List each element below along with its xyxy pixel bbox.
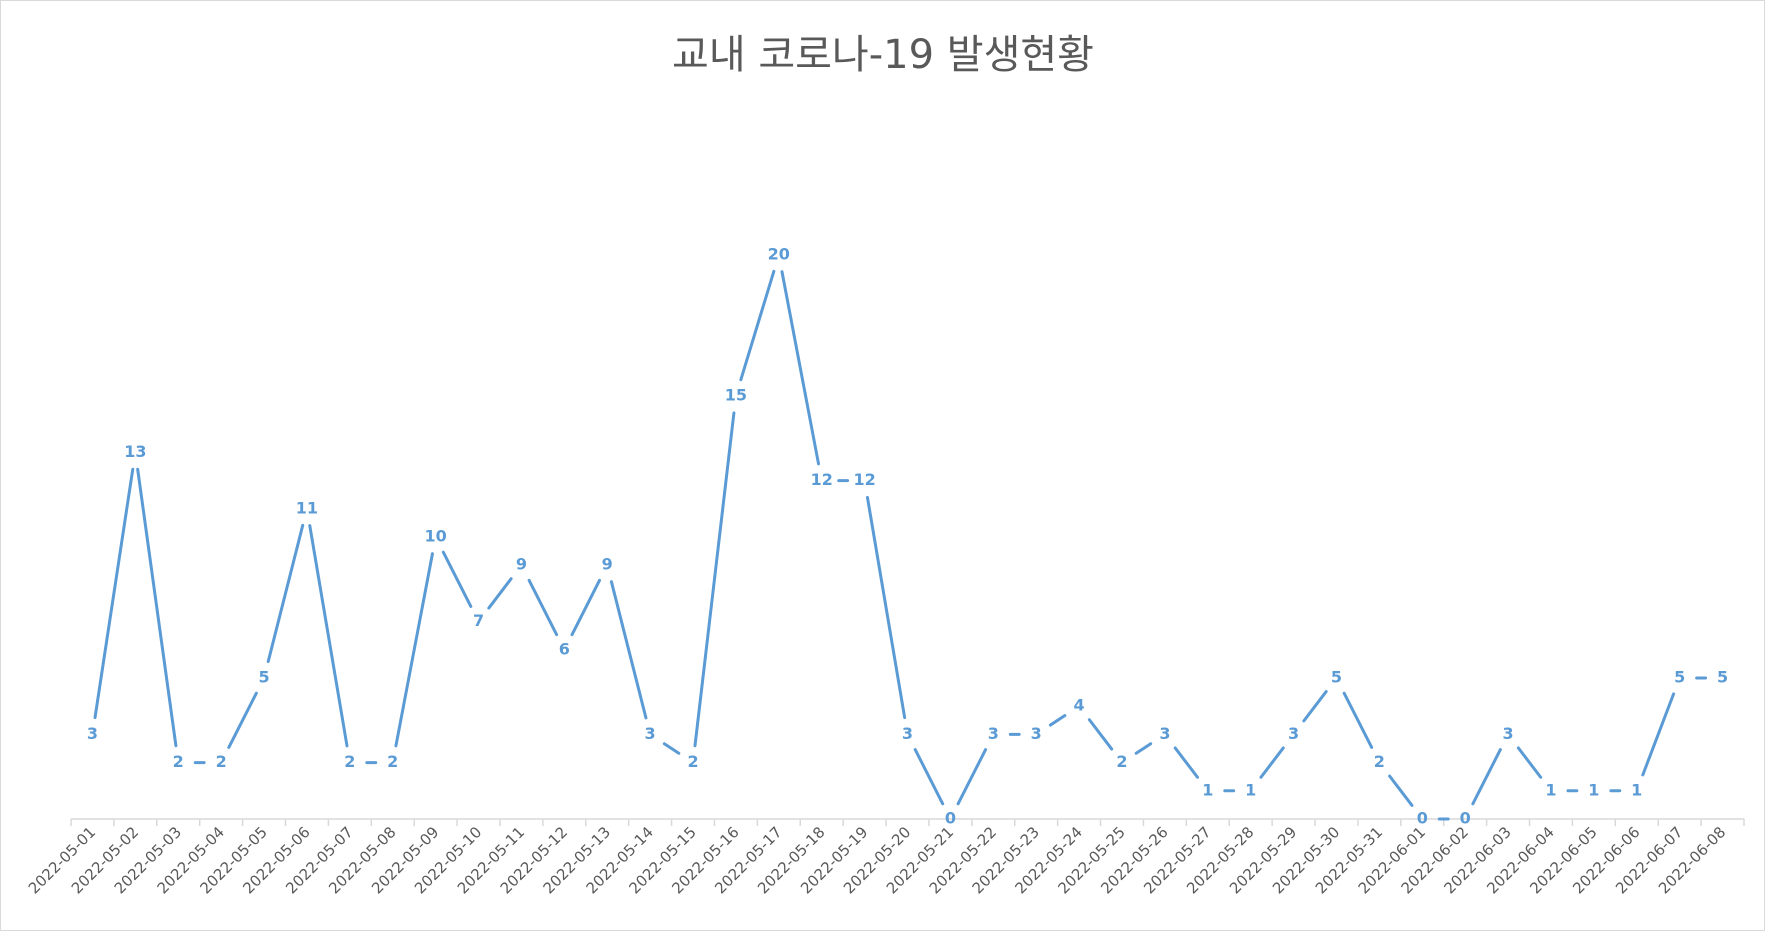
data-label: 4 bbox=[1074, 696, 1085, 715]
data-label: 0 bbox=[1460, 809, 1471, 828]
data-label: 1 bbox=[1631, 780, 1642, 799]
data-label: 9 bbox=[602, 555, 613, 574]
data-label: 12 bbox=[853, 470, 875, 489]
series-line-segment bbox=[662, 742, 681, 755]
series-line-segment bbox=[780, 270, 821, 466]
series-line-segment bbox=[1471, 748, 1502, 806]
x-axis-tick-labels: 2022-05-012022-05-022022-05-032022-05-04… bbox=[25, 823, 1729, 897]
series-line-segment bbox=[441, 550, 473, 608]
data-label: 2 bbox=[387, 752, 398, 771]
series-line-segment bbox=[1302, 690, 1328, 723]
series-line-segment bbox=[865, 495, 907, 720]
series-line-segment bbox=[227, 691, 258, 749]
series-line-segment bbox=[1388, 774, 1414, 807]
series-line-segment bbox=[487, 577, 513, 610]
series-line-segment bbox=[1516, 746, 1543, 779]
series-line-segment bbox=[527, 578, 559, 637]
series-line-segment bbox=[913, 748, 945, 806]
data-label: 1 bbox=[1245, 780, 1256, 799]
series-line-segment bbox=[1087, 718, 1114, 751]
series-line-segment bbox=[1342, 691, 1374, 749]
data-label: 15 bbox=[725, 386, 747, 405]
data-label: 2 bbox=[344, 752, 355, 771]
x-axis-ticks bbox=[70, 819, 1745, 826]
data-label: 2 bbox=[216, 752, 227, 771]
data-label: 10 bbox=[424, 527, 446, 546]
data-label: 1 bbox=[1202, 780, 1213, 799]
chart-title: 교내 코로나-19 발생현황 bbox=[672, 32, 1094, 78]
data-label: 0 bbox=[945, 809, 956, 828]
data-label: 3 bbox=[1159, 724, 1170, 743]
series-line bbox=[93, 269, 1708, 821]
data-label: 2 bbox=[1116, 752, 1127, 771]
series-line-segment bbox=[570, 578, 602, 637]
data-label: 1 bbox=[1545, 780, 1556, 799]
series-line-segment bbox=[1173, 746, 1199, 779]
data-label: 5 bbox=[258, 668, 269, 687]
series-line-segment bbox=[739, 269, 776, 382]
data-label: 5 bbox=[1717, 668, 1728, 687]
data-label: 6 bbox=[559, 639, 570, 658]
data-label: 1 bbox=[1588, 780, 1599, 799]
series-line-segment bbox=[956, 748, 988, 806]
data-label: 3 bbox=[1031, 724, 1042, 743]
data-label: 3 bbox=[988, 724, 999, 743]
series-line-segment bbox=[1048, 714, 1067, 727]
data-label: 13 bbox=[124, 442, 146, 461]
series-line-segment bbox=[1134, 742, 1153, 755]
series-line-segment bbox=[136, 467, 178, 748]
data-label: 9 bbox=[516, 555, 527, 574]
series-line-segment bbox=[1259, 746, 1285, 779]
series-line-segment bbox=[266, 523, 305, 664]
data-label: 3 bbox=[87, 724, 98, 743]
data-label: 3 bbox=[1502, 724, 1513, 743]
series-line-segment bbox=[693, 411, 736, 748]
data-label: 5 bbox=[1674, 668, 1685, 687]
series-line-segment bbox=[1641, 692, 1676, 777]
data-label: 3 bbox=[1288, 724, 1299, 743]
data-label: 7 bbox=[473, 611, 484, 630]
data-label: 0 bbox=[1417, 809, 1428, 828]
data-label: 2 bbox=[687, 752, 698, 771]
data-label: 20 bbox=[768, 245, 790, 264]
data-label: 3 bbox=[902, 724, 913, 743]
data-label: 5 bbox=[1331, 668, 1342, 687]
series-line-segment bbox=[308, 524, 349, 748]
data-label: 11 bbox=[296, 498, 318, 517]
series-line-segment bbox=[394, 552, 434, 748]
series-line-segment bbox=[93, 467, 135, 720]
series-line-segment bbox=[609, 580, 648, 720]
data-label: 12 bbox=[811, 470, 833, 489]
data-label: 2 bbox=[173, 752, 184, 771]
data-label: 3 bbox=[645, 724, 656, 743]
data-label: 2 bbox=[1374, 752, 1385, 771]
